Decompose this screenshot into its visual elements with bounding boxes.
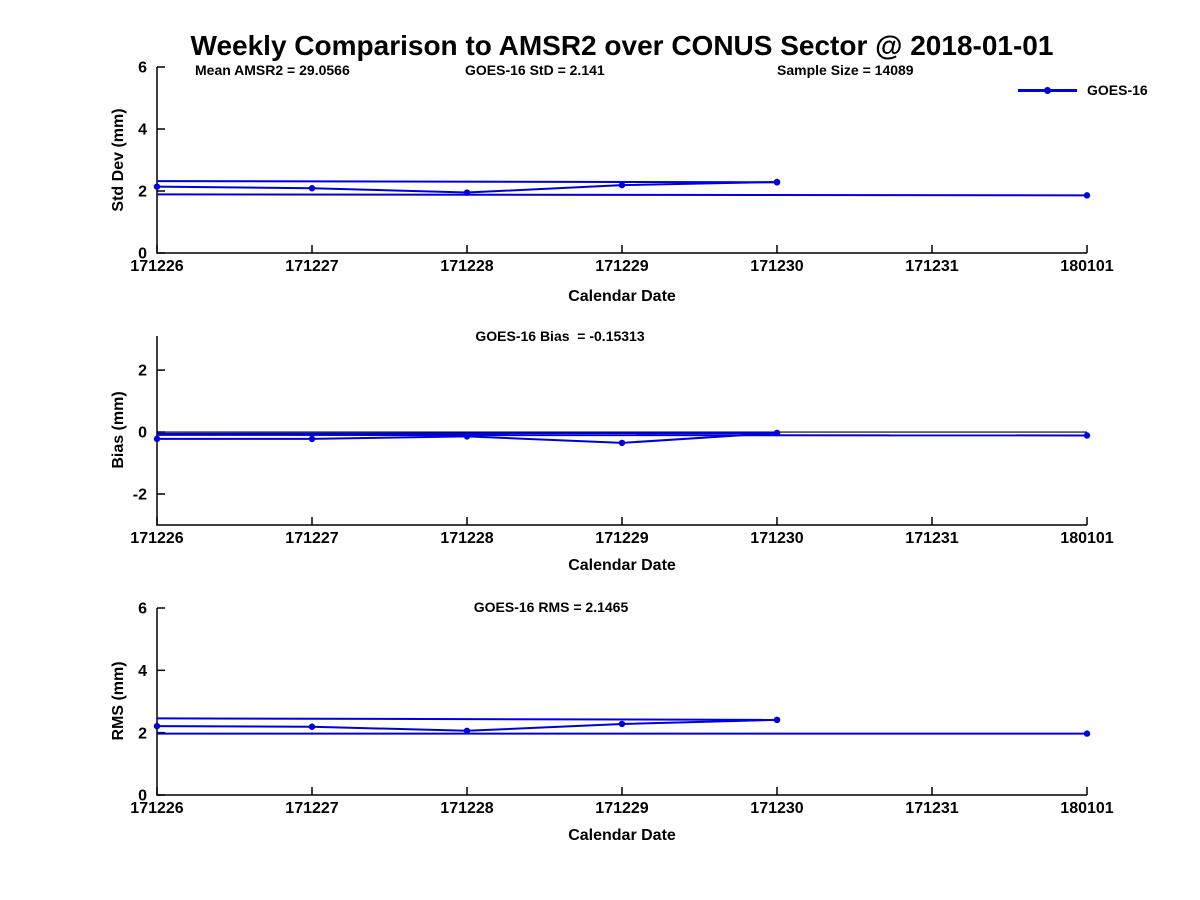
x-tick-label: 180101 <box>1060 530 1113 547</box>
data-point-marker <box>773 179 781 186</box>
x-tick-label: 180101 <box>1060 258 1113 275</box>
x-tick-label: 171230 <box>750 800 803 817</box>
x-tick-label: 171228 <box>440 530 493 547</box>
y-tick-label: 6 <box>138 601 147 618</box>
x-tick-label: 171229 <box>595 530 648 547</box>
x-tick-label: 171226 <box>130 530 183 547</box>
panel-title-rms: GOES-16 RMS = 2.1465 <box>473 599 629 615</box>
y-tick-label: -2 <box>133 487 147 504</box>
data-point-marker <box>618 720 626 728</box>
series-line-goes16-daily <box>157 431 778 444</box>
data-point-marker <box>463 189 471 196</box>
x-tick-label: 171230 <box>750 530 803 547</box>
axis-lines <box>156 608 1087 796</box>
y-tick-label: 0 <box>138 425 147 442</box>
series-line-weekly-upper <box>156 180 778 184</box>
data-point-marker <box>773 716 781 724</box>
series-line-weekly-lower <box>156 193 1088 197</box>
series-line-weekly-upper <box>156 717 778 721</box>
y-axis-label-bias: Bias (mm) <box>110 391 127 469</box>
data-point-marker <box>773 178 781 186</box>
x-tick-label: 171228 <box>440 800 493 817</box>
y-axis-label-rms: RMS (mm) <box>110 661 127 741</box>
x-axis-label-calendar-date: Calendar Date <box>568 557 676 574</box>
y-tick-label: 4 <box>138 663 147 680</box>
data-point-marker <box>773 716 781 724</box>
x-tick-label: 171229 <box>595 800 648 817</box>
x-tick-label: 171231 <box>905 258 958 275</box>
page-title: Weekly Comparison to AMSR2 over CONUS Se… <box>190 30 1054 61</box>
series-line-goes16-daily <box>156 718 778 732</box>
data-point-marker <box>153 722 161 730</box>
data-point-marker <box>308 723 316 730</box>
panel-title-bias: GOES-16 Bias = -0.15313 <box>475 328 645 344</box>
annotation-mean-amsr2: Mean AMSR2 = 29.0566 <box>195 62 350 78</box>
y-tick-label: 2 <box>138 363 147 380</box>
y-axis-label-std-dev: Std Dev (mm) <box>110 108 127 212</box>
x-tick-label: 171231 <box>905 530 958 547</box>
x-tick-label: 171230 <box>750 258 803 275</box>
x-tick-label: 171227 <box>285 258 338 275</box>
y-tick-label: 6 <box>138 60 147 77</box>
data-point-marker <box>153 435 161 443</box>
x-tick-label: 171226 <box>130 800 183 817</box>
series-line-goes16-daily <box>156 181 778 194</box>
data-point-marker <box>308 435 316 443</box>
y-tick-label: 4 <box>138 122 147 139</box>
series-line-weekly-lower <box>156 433 1088 437</box>
x-axis-label-calendar-date: Calendar Date <box>568 288 676 305</box>
x-tick-label: 171229 <box>595 258 648 275</box>
y-tick-label: 0 <box>138 788 147 805</box>
axis-lines <box>156 67 1087 254</box>
x-tick-label: 171227 <box>285 530 338 547</box>
x-tick-label: 171226 <box>130 258 183 275</box>
y-tick-label: 2 <box>138 184 147 201</box>
data-point-marker <box>153 183 161 190</box>
x-tick-label: 180101 <box>1060 800 1113 817</box>
panel-std-dev: 0 2 4 6 171226 171227 171228 171229 171230 171231… <box>130 60 1113 275</box>
data-point-marker <box>773 429 781 437</box>
x-tick-label: 171227 <box>285 800 338 817</box>
data-point-marker <box>1083 730 1091 737</box>
panel-bias: -2 0 2 171226 171227 171228 171229 171230 171231… <box>130 336 1114 547</box>
data-point-marker <box>463 727 471 734</box>
data-point-marker <box>1083 432 1091 439</box>
annotation-sample-size: Sample Size = 14089 <box>777 62 914 78</box>
series-line-weekly-upper <box>156 431 778 435</box>
panel-rms: 0 2 4 6 171226 171227 171228 171229 171230 171231… <box>130 601 1113 817</box>
y-tick-label: 2 <box>138 725 147 742</box>
data-point-marker <box>463 433 471 440</box>
x-tick-label: 171228 <box>440 258 493 275</box>
y-tick-label: 0 <box>138 246 147 263</box>
annotation-goes16-std: GOES-16 StD = 2.141 <box>465 62 605 78</box>
data-point-marker <box>1083 192 1091 199</box>
legend-marker-icon <box>1043 86 1051 94</box>
x-axis-label-calendar-date: Calendar Date <box>568 827 676 844</box>
legend-label: GOES-16 <box>1087 82 1148 98</box>
axis-lines <box>156 336 1087 526</box>
data-point-marker <box>618 181 626 189</box>
data-point-marker <box>773 429 781 437</box>
x-tick-label: 171231 <box>905 800 958 817</box>
data-point-marker <box>308 185 316 192</box>
data-point-marker <box>618 439 626 447</box>
